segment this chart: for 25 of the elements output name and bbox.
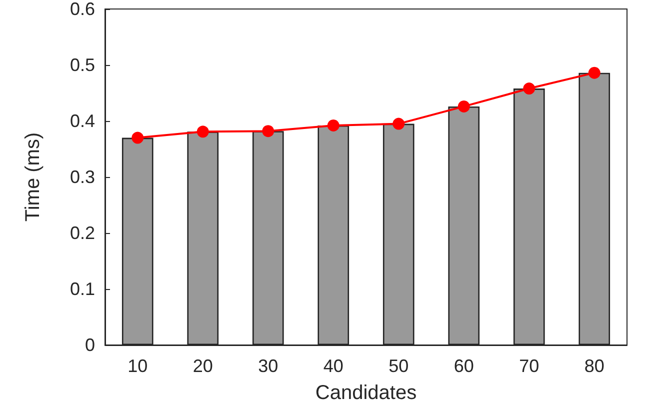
point (196, 126, 209, 138)
point (262, 125, 274, 138)
x-tick-label: 70 (519, 356, 540, 376)
point (458, 100, 470, 112)
y-tick-label: 0 (84, 335, 95, 355)
x-tick-label: 50 (388, 356, 409, 376)
point (392, 118, 405, 130)
y-tick-label: 0.3 (70, 167, 95, 187)
x-tick-label: 10 (128, 356, 148, 376)
x-tick-label: 40 (323, 356, 344, 376)
point (327, 119, 340, 132)
point (523, 82, 536, 95)
x-tick-label: 30 (258, 356, 278, 376)
y-axis-title: Time (ms) (22, 132, 44, 222)
y-tick-label: 0.1 (70, 279, 95, 299)
y-tick-label: 0.4 (70, 111, 95, 131)
y-tick-label: 0.6 (70, 0, 95, 19)
x-tick-label: 60 (454, 356, 474, 376)
x-tick-label: 80 (584, 356, 604, 376)
point (588, 66, 600, 79)
x-axis-title: Candidates (315, 382, 417, 404)
y-tick-label: 0.5 (70, 55, 95, 75)
y-tick-label: 0.2 (70, 223, 95, 243)
point (132, 132, 144, 144)
x-tick-label: 20 (192, 356, 213, 376)
